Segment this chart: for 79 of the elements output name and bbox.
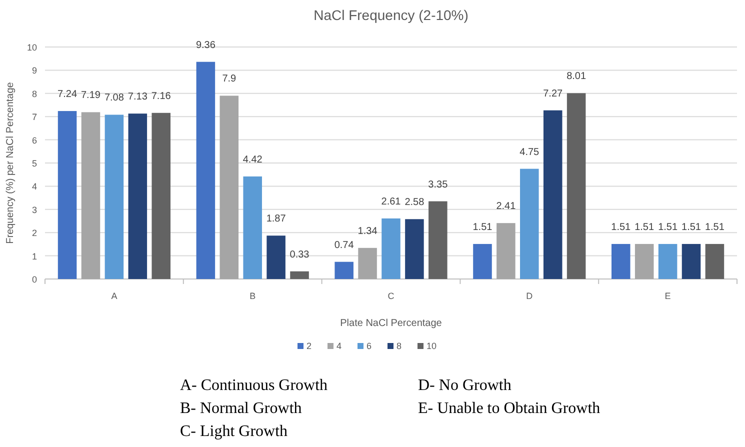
bar bbox=[473, 244, 492, 279]
data-label: 7.16 bbox=[151, 90, 172, 102]
data-label: 7.19 bbox=[81, 90, 101, 102]
data-label: 2.61 bbox=[381, 196, 402, 208]
y-tick-label: 4 bbox=[32, 182, 37, 192]
legend-label: 4 bbox=[336, 341, 342, 351]
bar bbox=[58, 111, 77, 279]
data-label: 3.35 bbox=[428, 179, 448, 190]
legend-label: 2 bbox=[306, 341, 312, 351]
legend-label: 6 bbox=[366, 341, 372, 351]
x-tick-label: D bbox=[526, 291, 534, 301]
bar bbox=[566, 93, 586, 279]
bar bbox=[543, 110, 562, 279]
y-tick-label: 3 bbox=[32, 204, 37, 215]
x-tick-label: A bbox=[111, 291, 118, 301]
data-label: 0.33 bbox=[290, 249, 310, 260]
bar bbox=[520, 168, 539, 279]
bar bbox=[634, 244, 654, 279]
data-label: 1.34 bbox=[358, 226, 378, 237]
data-label: 1.51 bbox=[634, 222, 655, 233]
x-tick-label: B bbox=[250, 291, 256, 301]
y-tick-label: 5 bbox=[32, 158, 37, 168]
text: A- Continuous Growth bbox=[180, 377, 328, 394]
bar bbox=[382, 218, 400, 279]
data-label: 9.36 bbox=[196, 40, 216, 51]
y-tick-label: 1 bbox=[32, 251, 37, 262]
bar bbox=[682, 244, 701, 279]
bar bbox=[612, 244, 630, 279]
text: D- No Growth bbox=[418, 377, 512, 394]
bar bbox=[81, 112, 100, 279]
bar bbox=[243, 176, 262, 279]
x-tick-label: E bbox=[664, 291, 671, 301]
data-label: 0.74 bbox=[334, 240, 354, 251]
text: C- Light Growth bbox=[180, 423, 288, 440]
data-label: 7.08 bbox=[104, 92, 124, 104]
bar bbox=[220, 96, 239, 279]
bar bbox=[334, 262, 354, 279]
y-tick-label: 9 bbox=[32, 66, 37, 76]
data-label: 2.41 bbox=[496, 201, 516, 212]
data-label: 8.01 bbox=[566, 71, 586, 82]
bar bbox=[405, 219, 424, 279]
text: E- Unable to Obtain Growth bbox=[418, 400, 600, 417]
y-tick-label: 2 bbox=[32, 228, 37, 238]
data-label: 7.24 bbox=[58, 89, 78, 100]
bar bbox=[428, 201, 448, 279]
data-label: 7.9 bbox=[222, 74, 237, 85]
legend-label: 10 bbox=[426, 341, 437, 351]
y-tick-label: 0 bbox=[32, 274, 37, 284]
text: B- Normal Growth bbox=[180, 400, 302, 417]
y-tick-label: 10 bbox=[26, 42, 37, 52]
bar bbox=[496, 223, 516, 279]
data-label: 1.87 bbox=[266, 214, 286, 225]
y-tick-label: 7 bbox=[32, 112, 37, 122]
bar bbox=[104, 114, 124, 279]
bar bbox=[358, 248, 377, 279]
data-label: 1.51 bbox=[704, 222, 725, 233]
x-axis-title: Plate NaCl Percentage bbox=[340, 318, 442, 329]
data-label: 1.51 bbox=[611, 222, 632, 233]
bar bbox=[658, 244, 678, 279]
data-label: 4.75 bbox=[520, 146, 540, 158]
data-label: 2.58 bbox=[404, 197, 425, 208]
y-tick-label: 6 bbox=[32, 135, 37, 146]
bar bbox=[266, 236, 286, 279]
data-label: 1.51 bbox=[658, 222, 678, 233]
y-tick-label: 8 bbox=[32, 88, 37, 99]
bar bbox=[705, 244, 724, 279]
chart-title: NaCl Frequency (2-10%) bbox=[314, 7, 468, 23]
x-tick-label: C bbox=[388, 291, 395, 301]
data-label: 7.13 bbox=[128, 92, 148, 103]
bar bbox=[196, 62, 216, 279]
data-label: 4.42 bbox=[242, 154, 263, 166]
bar bbox=[128, 114, 148, 279]
legend-label: 8 bbox=[396, 341, 402, 351]
bar bbox=[152, 112, 170, 279]
data-label: 1.51 bbox=[472, 222, 493, 233]
bar bbox=[290, 271, 309, 279]
data-label: 7.27 bbox=[543, 88, 564, 100]
y-axis-title: Frequency (%) per NaCl Percentage bbox=[5, 82, 16, 244]
data-label: 1.51 bbox=[682, 222, 702, 233]
